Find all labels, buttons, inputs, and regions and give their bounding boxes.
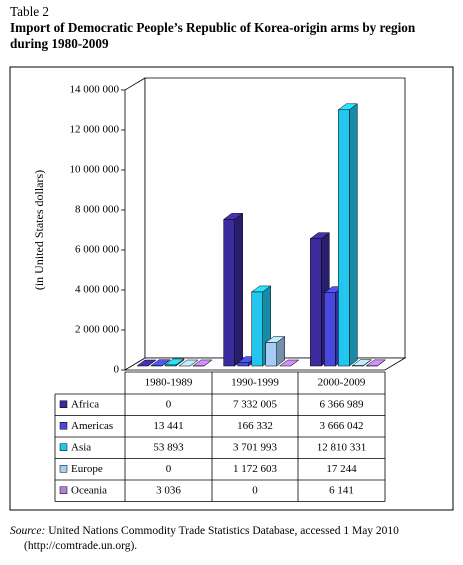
chart: (in United States dollars) 0 2 000 000 4 0…: [9, 66, 454, 511]
table-value: 166 332: [237, 420, 273, 432]
legend-swatch: [59, 400, 68, 408]
table-value: 0: [166, 398, 172, 410]
legend-label: Oceania: [71, 484, 107, 496]
bar-top: [136, 359, 157, 367]
bar: [265, 342, 277, 367]
y-tick-label: 2 000 000: [75, 324, 120, 336]
header: Table 2 Import of Democratic People’s Re…: [10, 4, 456, 52]
chart-frame: [9, 66, 454, 511]
bar: [324, 292, 336, 367]
table-label: Table 2: [10, 4, 49, 19]
y-tick-label: 6 000 000: [75, 244, 120, 256]
legend-label: Americas: [71, 420, 113, 432]
table-value: 3 036: [156, 484, 181, 496]
table-value: 7 332 005: [233, 398, 278, 410]
table-value: 17 244: [326, 463, 357, 475]
y-tick-label: 0: [114, 364, 120, 376]
table-value: 53 893: [153, 441, 184, 453]
source-text: United Nations Commodity Trade Statistic…: [24, 525, 399, 552]
source: Source: United Nations Commodity Trade S…: [10, 524, 463, 554]
bar-top: [178, 359, 199, 367]
bar: [251, 291, 263, 367]
legend-swatch: [59, 443, 68, 451]
table-value: 13 441: [153, 420, 183, 432]
table-value: 3 701 993: [233, 441, 278, 453]
bar: [310, 238, 322, 367]
legend-label: Asia: [71, 441, 91, 453]
table-value: 6 141: [329, 484, 354, 496]
y-tick-label: 14 000 000: [70, 84, 120, 96]
y-tick-label: 10 000 000: [70, 164, 120, 176]
legend-label: Europe: [71, 463, 103, 475]
y-axis-label: (in United States dollars): [32, 170, 46, 290]
x-tick-label: 1990-1999: [231, 377, 279, 389]
table-value: 0: [166, 463, 172, 475]
table-value: 6 366 989: [320, 398, 365, 410]
table-value: 3 666 042: [320, 420, 364, 432]
back-wall: [144, 77, 406, 359]
bar: [164, 364, 177, 367]
table-value: 1 172 603: [233, 463, 278, 475]
bar: [223, 219, 235, 367]
legend-label: Africa: [71, 398, 99, 410]
table-value: 12 810 331: [317, 441, 367, 453]
legend-swatch: [59, 486, 68, 494]
bar: [338, 109, 350, 367]
y-tick-label: 12 000 000: [70, 124, 120, 136]
bar-top: [278, 359, 300, 367]
bar-side: [349, 103, 358, 367]
y-tick-label: 8 000 000: [75, 204, 120, 216]
left-wall: [124, 77, 146, 371]
chart-title: Import of Democratic People’s Republic o…: [10, 20, 416, 51]
legend-swatch: [59, 422, 68, 430]
table-value: 0: [252, 484, 258, 496]
bar: [237, 362, 249, 367]
x-tick-label: 2000-2009: [318, 377, 366, 389]
source-label: Source:: [10, 525, 46, 537]
y-tick-label: 4 000 000: [75, 284, 120, 296]
bar-side: [234, 212, 243, 367]
legend-swatch: [59, 465, 68, 473]
x-tick-label: 1980-1989: [145, 377, 193, 389]
